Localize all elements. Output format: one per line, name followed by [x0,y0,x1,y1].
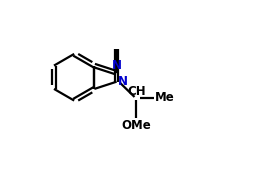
Text: N: N [117,75,127,88]
Text: Me: Me [155,91,175,104]
Text: N: N [112,59,122,72]
Text: OMe: OMe [121,119,151,132]
Text: CH: CH [127,85,146,98]
